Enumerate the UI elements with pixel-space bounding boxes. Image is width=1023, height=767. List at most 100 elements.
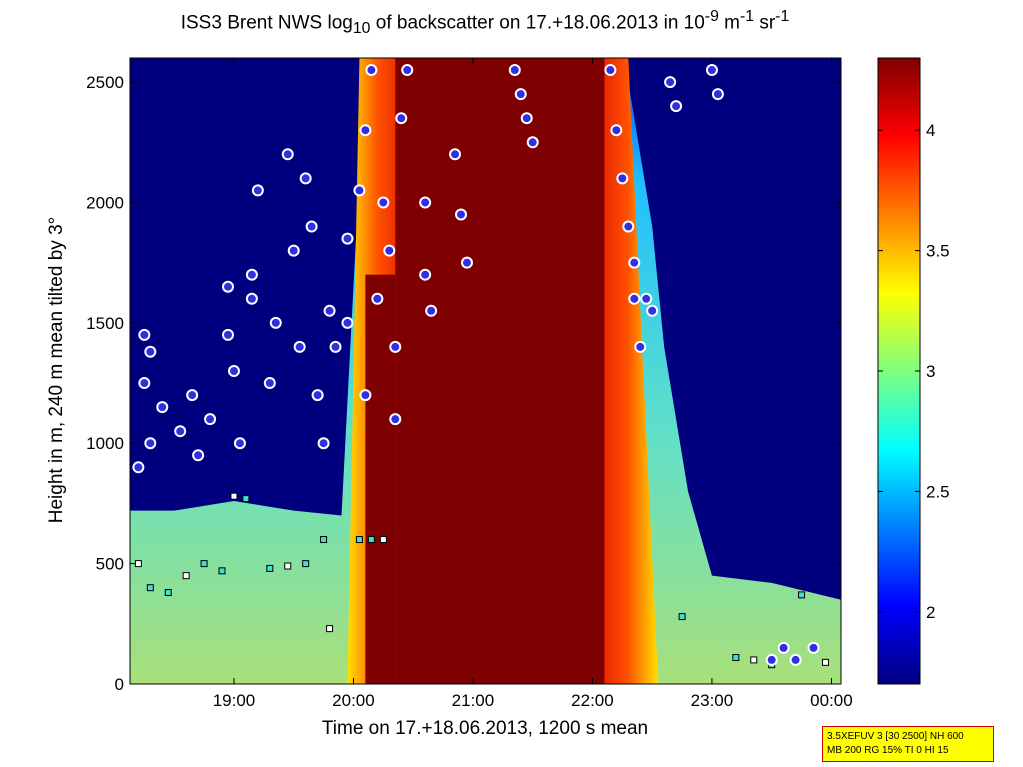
cloud-base-marker (622, 220, 635, 233)
aerosol-marker (218, 567, 226, 575)
cloud-base-marker (144, 345, 157, 358)
cloud-base-marker (204, 413, 217, 426)
infobox-line-1: 3.5XEFUV 3 [30 2500] NH 600 (827, 731, 964, 742)
aerosol-marker (284, 562, 292, 570)
aerosol-marker (355, 536, 363, 544)
cloud-base-marker (514, 88, 527, 101)
plume-core-0 (365, 274, 396, 684)
cloud-base-marker (520, 112, 533, 125)
colorbar-tick-label: 3.5 (926, 242, 950, 261)
aerosol-marker (266, 564, 274, 572)
aerosol-marker (379, 536, 387, 544)
x-tick-label: 19:00 (213, 691, 256, 710)
cloud-base-marker (371, 292, 384, 305)
cloud-base-marker (395, 112, 408, 125)
x-tick-label: 23:00 (691, 691, 734, 710)
cloud-base-marker (460, 256, 473, 269)
cloud-base-marker (138, 377, 151, 390)
cloud-base-marker (389, 340, 402, 353)
cloud-base-marker (807, 641, 820, 654)
colorbar-tick-label: 2 (926, 603, 935, 622)
cloud-base-marker (610, 124, 623, 137)
cloud-base-marker (263, 377, 276, 390)
cloud-base-marker (227, 365, 240, 377)
cloud-base-marker (132, 461, 145, 474)
cloud-base-marker (329, 340, 342, 353)
x-tick-label: 22:00 (571, 691, 614, 710)
cloud-base-marker (765, 653, 778, 666)
y-tick-label: 1500 (86, 314, 124, 333)
cloud-base-marker (323, 304, 336, 317)
chart-title: ISS3 Brent NWS log10 of backscatter on 1… (180, 8, 790, 38)
cloud-base-marker (789, 653, 802, 666)
cloud-base-marker (705, 64, 718, 77)
cloud-base-marker (604, 64, 617, 77)
cloud-base-marker (174, 425, 187, 438)
aerosol-marker (200, 560, 208, 568)
aerosol-marker (326, 625, 334, 633)
cloud-base-marker (377, 196, 390, 209)
y-tick-label: 0 (115, 675, 124, 694)
cloud-base-marker (628, 256, 641, 269)
colorbar-tick-label: 4 (926, 121, 935, 140)
x-tick-label: 00:00 (810, 691, 853, 710)
cloud-base-marker (419, 268, 432, 281)
colorbar-tick-label: 2.5 (926, 482, 950, 501)
colorbar (877, 57, 921, 685)
aerosol-marker (242, 495, 250, 503)
aerosol-marker (798, 591, 806, 599)
colorbar-tick-label: 3 (926, 362, 935, 381)
cloud-base-marker (389, 413, 402, 426)
cloud-base-marker (383, 244, 396, 257)
settings-infobox: 3.5XEFUV 3 [30 2500] NH 600 MB 200 RG 15… (822, 726, 994, 762)
aerosol-marker (750, 656, 758, 664)
cloud-base-marker (192, 449, 205, 462)
aerosol-marker (302, 560, 310, 568)
cloud-base-marker (359, 389, 372, 402)
cloud-base-marker (186, 389, 199, 402)
cloud-base-marker (449, 148, 462, 161)
cloud-base-marker (245, 268, 258, 281)
cloud-base-marker (233, 437, 246, 450)
cloud-base-marker (670, 100, 683, 113)
cloud-base-marker (287, 244, 300, 257)
y-tick-label: 1000 (86, 434, 124, 453)
y-axis-label: Height in m, 240 m mean tilted by 3° (46, 216, 67, 524)
cloud-base-marker (138, 328, 151, 341)
cloud-base-marker (508, 64, 521, 77)
cloud-base-marker (269, 316, 282, 329)
cloud-base-marker (156, 401, 169, 414)
x-axis-label: Time on 17.+18.06.2013, 1200 s mean (321, 718, 649, 739)
cloud-base-marker (401, 64, 414, 77)
cloud-base-marker (311, 389, 324, 402)
plume-core-1 (395, 58, 605, 684)
cloud-base-marker (455, 208, 468, 221)
cloud-base-marker (221, 328, 234, 341)
cloud-base-marker (353, 184, 366, 197)
plot-frame (129, 57, 842, 685)
aerosol-marker (230, 492, 238, 500)
cloud-base-marker (341, 316, 354, 329)
cloud-base-marker (245, 292, 258, 305)
y-tick-label: 2500 (86, 73, 124, 92)
cloud-base-marker (628, 292, 641, 305)
aerosol-marker (146, 584, 154, 592)
x-tick-label: 21:00 (452, 691, 495, 710)
aerosol-marker (164, 589, 172, 597)
cloud-base-marker (777, 641, 790, 654)
aerosol-marker (821, 658, 829, 666)
cloud-base-marker (616, 172, 629, 185)
cloud-base-marker (251, 184, 264, 197)
cloud-base-marker (640, 292, 653, 305)
cloud-base-marker (341, 232, 354, 245)
cloud-base-marker (305, 220, 318, 233)
cloud-base-marker (293, 340, 306, 353)
infobox-line-2: MB 200 RG 15% TI 0 HI 15 (827, 745, 949, 756)
y-tick-label: 500 (96, 555, 124, 574)
aerosol-marker (678, 613, 686, 621)
cloud-base-marker (359, 124, 372, 137)
x-tick-label: 20:00 (332, 691, 375, 710)
cloud-base-marker (664, 76, 677, 89)
cloud-base-marker (526, 136, 539, 149)
cloud-base-marker (634, 340, 647, 353)
